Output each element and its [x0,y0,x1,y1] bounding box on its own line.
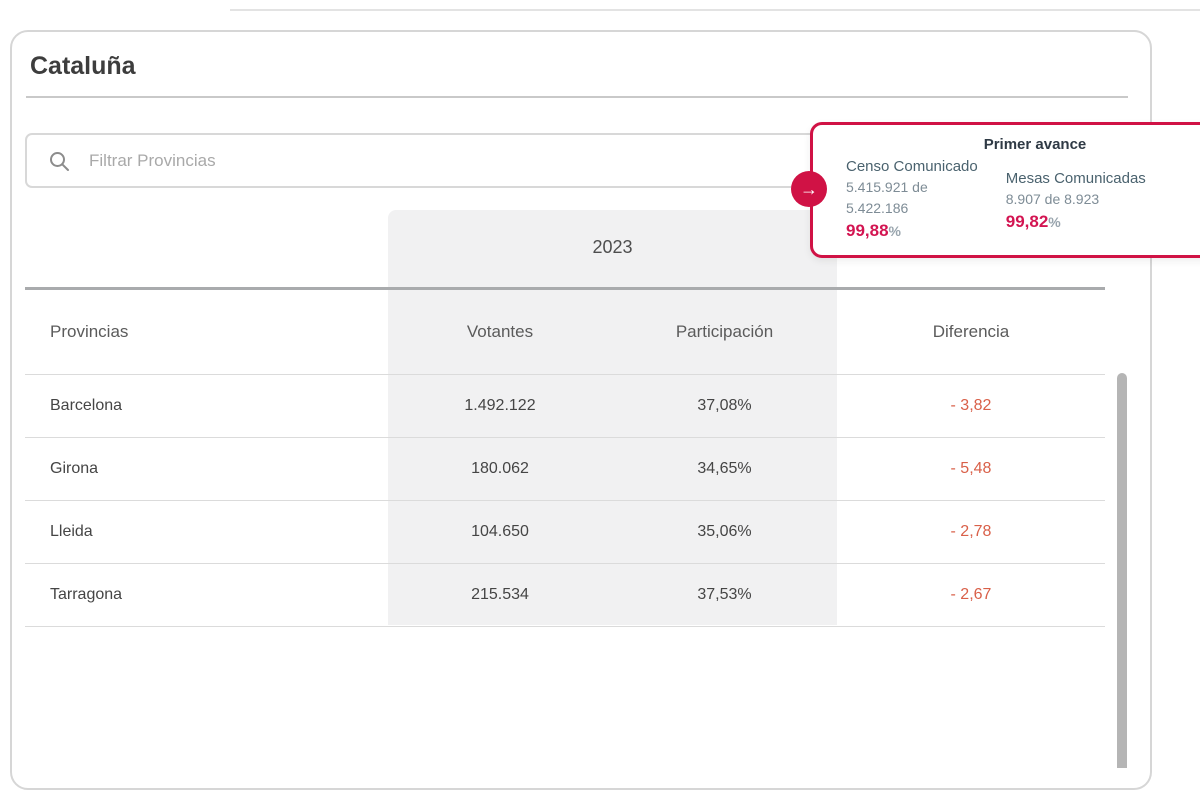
mesas-percentage: 99,82% [1005,212,1061,231]
cell-provincia: Girona [50,460,99,477]
cell-diferencia: - 3,82 [950,397,992,414]
primer-avance-popup: Primer avance Censo Comunicado 5.415.921… [810,122,1200,258]
cell-diferencia: - 2,78 [950,523,992,540]
arrow-right-icon[interactable]: → [791,171,827,207]
search-icon [50,151,69,171]
year-header: 2023 [592,237,633,257]
cell-votantes: 180.062 [471,460,529,477]
year-column-band [388,210,837,625]
table-header-row: Provincias Votantes Participación Difere… [25,290,1105,375]
cell-provincia: Barcelona [50,397,123,414]
mesas-line1: 8.907 de 8.923 [1005,191,1100,207]
cell-diferencia: - 2,67 [950,586,992,603]
col-header-provincias: Provincias [50,322,129,341]
mesas-comunicadas-block: Mesas Comunicadas 8.907 de 8.923 99,82% [1006,156,1146,242]
top-divider [230,9,1200,11]
col-header-votantes: Votantes [466,322,534,341]
cell-votantes: 1.492.122 [464,397,536,414]
cell-participacion: 37,53% [697,586,752,603]
mesas-label: Mesas Comunicadas [1005,170,1146,187]
censo-percentage: 99,88% [846,221,901,240]
title-divider [26,96,1128,98]
cell-votantes: 215.534 [471,586,529,603]
censo-label: Censo Comunicado [846,158,978,175]
cell-provincia: Tarragona [50,586,123,603]
cell-provincia: Lleida [50,523,93,540]
cell-participacion: 37,08% [697,397,752,414]
col-header-diferencia: Diferencia [932,322,1010,341]
censo-comunicado-block: Censo Comunicado 5.415.921 de 5.422.186 … [846,156,978,242]
cell-diferencia: - 5,48 [950,460,992,477]
table-row-tarragona[interactable]: Tarragona 215.534 37,53% - 2,67 [25,564,1105,627]
censo-line1: 5.415.921 de [846,179,928,195]
table-row-barcelona[interactable]: Barcelona 1.492.122 37,08% - 3,82 [25,375,1105,438]
table-row-girona[interactable]: Girona 180.062 34,65% - 5,48 [25,438,1105,501]
table-top-divider [25,287,1105,290]
censo-line2: 5.422.186 [846,200,909,216]
table-row-lleida[interactable]: Lleida 104.650 35,06% - 2,78 [25,501,1105,564]
popup-title: Primer avance [983,136,1087,153]
cell-participacion: 34,65% [697,460,752,477]
cell-participacion: 35,06% [697,523,752,540]
provinces-table: Provincias Votantes Participación Difere… [25,290,1105,627]
vertical-scrollbar-thumb[interactable] [1117,373,1127,768]
cell-votantes: 104.650 [471,523,529,540]
page-title: Cataluña [30,52,136,80]
col-header-participacion: Participación [675,322,774,341]
